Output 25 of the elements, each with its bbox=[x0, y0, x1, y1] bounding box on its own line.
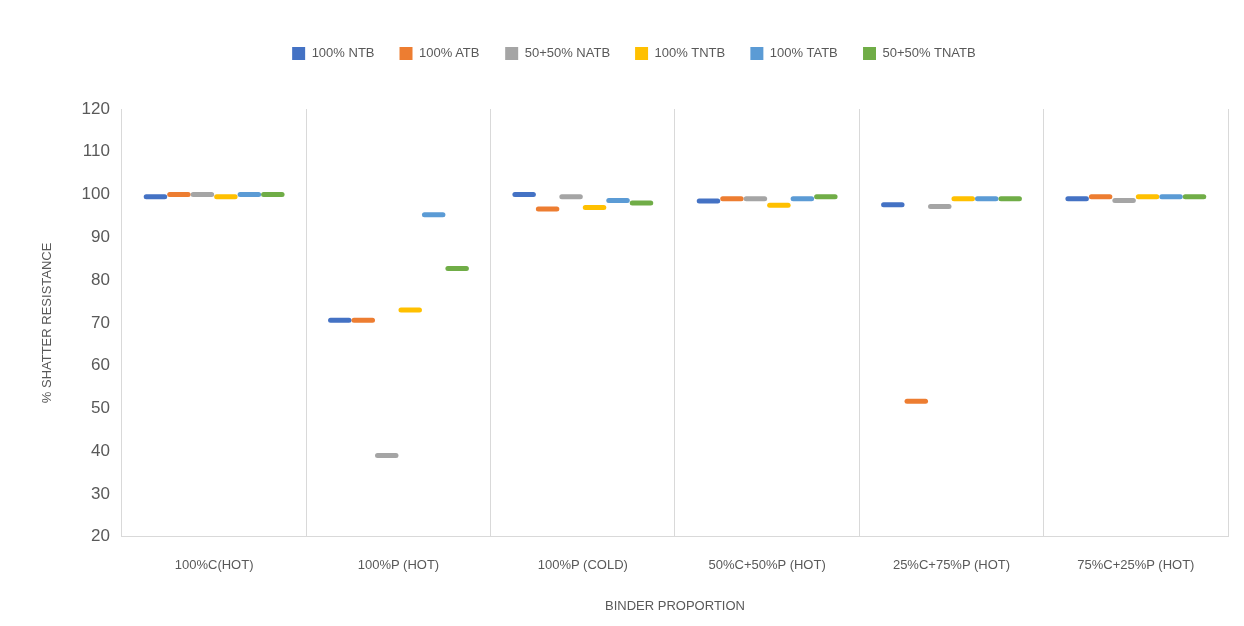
y-tick-label: 80 bbox=[91, 269, 110, 289]
y-tick-label: 60 bbox=[91, 355, 110, 375]
y-tick-label: 120 bbox=[81, 98, 110, 118]
x-axis-title: BINDER PROPORTION bbox=[605, 597, 745, 613]
y-tick-label: 90 bbox=[91, 227, 110, 247]
legend-label: 50+50% NATB bbox=[524, 45, 611, 61]
legend-label: 100% TNTB bbox=[654, 45, 726, 61]
x-tick-label: 50%C+50%P (HOT) bbox=[708, 557, 826, 573]
x-tick-label: 100%C(HOT) bbox=[174, 557, 254, 573]
x-tick-label: 25%C+75%P (HOT) bbox=[892, 557, 1011, 573]
legend-label: 100% ATB bbox=[419, 45, 480, 61]
legend-label: 100% NTB bbox=[311, 45, 375, 61]
x-tick-label: 100%P (HOT) bbox=[357, 557, 440, 573]
y-tick-label: 110 bbox=[82, 141, 110, 161]
y-tick-label: 100 bbox=[81, 184, 110, 204]
x-tick-label: 100%P (COLD) bbox=[537, 557, 628, 573]
legend-label: 50+50% TNATB bbox=[882, 45, 976, 61]
y-tick-label: 40 bbox=[91, 440, 110, 460]
y-tick-label: 70 bbox=[91, 312, 110, 332]
legend-label: 100% TATB bbox=[769, 45, 838, 61]
y-tick-label: 30 bbox=[91, 483, 110, 503]
y-tick-label: 50 bbox=[91, 398, 110, 418]
y-axis-title: % SHATTER RESISTANCE bbox=[39, 242, 55, 404]
x-tick-label: 75%C+25%P (HOT) bbox=[1077, 557, 1195, 573]
y-tick-label: 20 bbox=[91, 526, 110, 546]
